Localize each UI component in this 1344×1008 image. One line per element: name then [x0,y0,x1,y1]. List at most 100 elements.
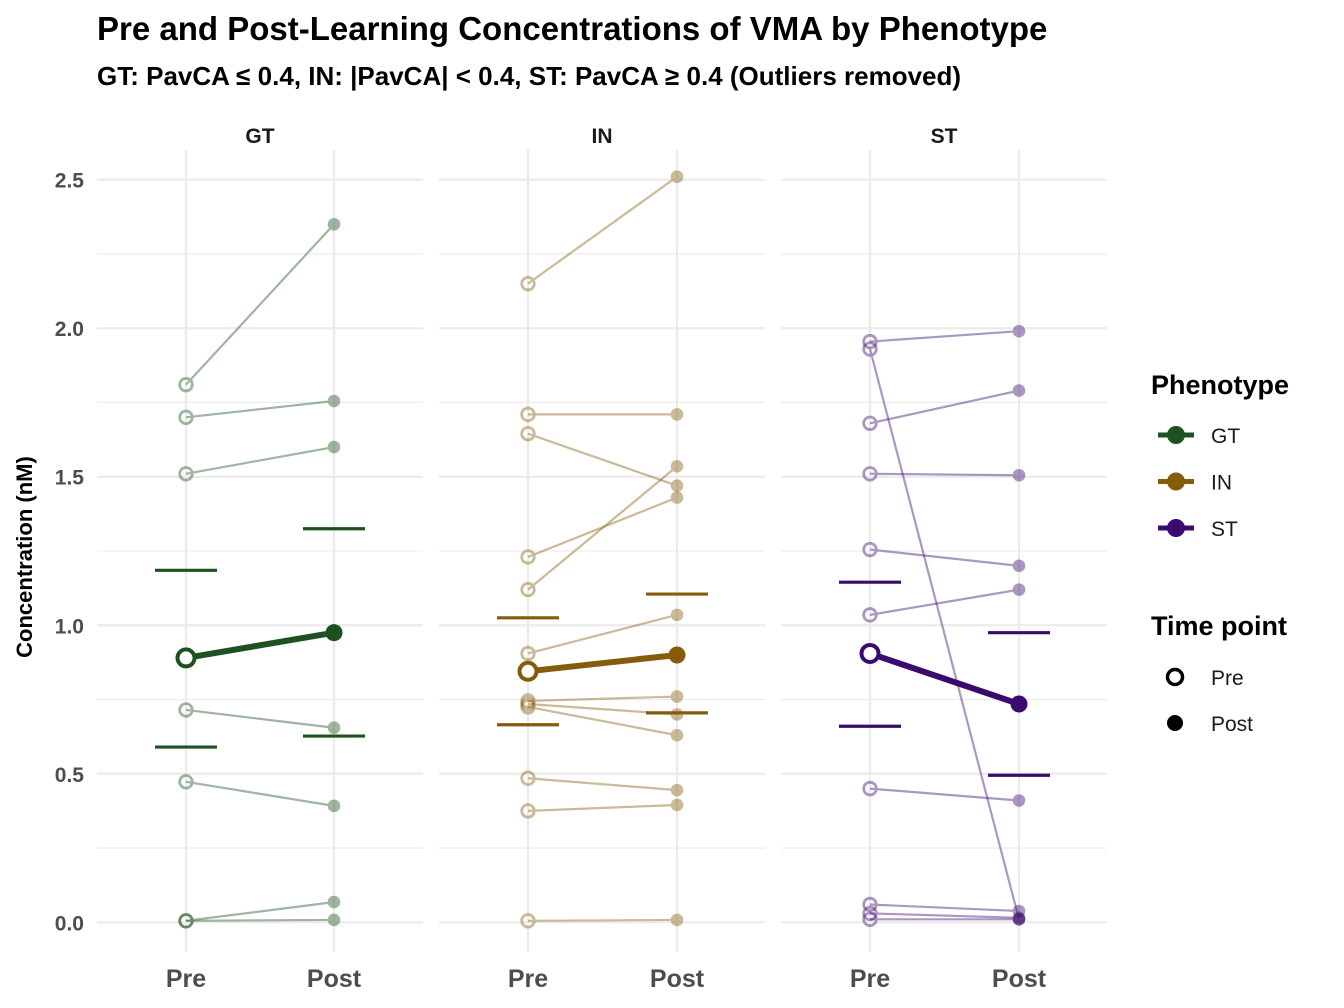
y-tick-label: 0.0 [55,912,84,935]
pre-point [520,406,536,423]
pre-point [862,607,878,623]
subject-line [185,780,335,807]
subject-line [527,695,678,703]
subject-line [527,613,678,655]
subject-series [520,425,684,492]
pre-point [862,333,878,350]
post-point [1012,384,1026,397]
x-tick-label: Pre [508,965,548,993]
grid-layer [97,150,1107,952]
subject-line [527,432,678,487]
legend-label: ST [1211,518,1238,541]
pre-point [520,770,536,786]
pre-point [862,541,878,558]
subject-series [862,911,1026,928]
facet-panel-in [497,170,708,929]
legend-title-phenotype: Phenotype [1151,370,1289,400]
subject-series [520,491,684,565]
mean-line [185,629,335,661]
pre-point [178,774,194,790]
pre-point [520,581,536,598]
post-point [1012,911,1026,925]
y-tick-label: 1.5 [55,467,85,490]
x-tick-label: Pre [166,965,206,993]
subject-line [869,389,1020,425]
subject-series [520,406,684,423]
subject-line [869,548,1020,567]
post-point [670,913,684,927]
subject-series [178,913,341,929]
subject-series [520,699,684,742]
legend-key-point [1167,426,1185,444]
subject-line [185,445,335,475]
legend-item-post: Post [1167,713,1253,736]
subject-series [520,460,684,598]
pre-point [520,425,536,442]
pre-point [178,702,194,718]
subject-series [862,780,1026,807]
post-point [1012,913,1026,926]
subject-line [527,496,678,558]
subject-series [178,774,341,813]
chart-subtitle: GT: PavCA ≤ 0.4, IN: |PavCA| < 0.4, ST: … [97,61,962,91]
subject-line [185,708,335,729]
post-point [327,913,341,927]
mean-post-point [668,646,686,664]
post-point [327,799,341,813]
y-tick-label: 2.0 [55,318,84,341]
subject-line [527,803,678,813]
mean-line [527,651,678,675]
legend-label: IN [1211,472,1232,495]
pre-point [178,466,194,482]
subject-line [185,918,335,922]
post-point [1012,904,1026,918]
legend-key-open-circle [1165,667,1185,687]
post-point [670,728,684,742]
subject-line [527,777,678,792]
post-point [670,408,684,421]
legend-label: Pre [1211,667,1244,690]
pre-point [520,913,536,929]
mean-post-point [325,624,343,642]
subject-line [185,901,335,922]
y-tick-label: 0.5 [55,764,85,787]
pre-point [862,905,878,922]
subject-series [520,913,684,929]
axis-layer: GT Pre Post IN Pre Post ST Pre Post 0.0 0.5 1.0 1.5 2… [12,125,1047,993]
pre-point [520,549,536,565]
x-tick-label: Post [307,965,362,993]
pre-point [520,645,536,662]
pre-point [520,699,536,715]
mean-pre-point [175,647,197,669]
y-tick-label: 1.0 [55,615,84,638]
subject-line [869,787,1020,802]
pre-point [178,376,194,393]
pre-point [862,780,878,797]
subject-line [527,465,678,591]
post-point [1012,583,1026,596]
post-point [327,440,341,454]
legend-label: Post [1211,713,1253,736]
subject-series [862,466,1026,482]
subject-series [520,770,684,797]
legend-item-in: IN [1158,472,1232,495]
subject-line [185,223,335,386]
subject-series [178,440,341,482]
mean-line [869,650,1020,707]
legend-item-st: ST [1158,518,1238,541]
pre-point [862,341,878,357]
post-point [327,895,341,909]
subject-series [862,341,1026,926]
post-point [327,394,341,408]
pre-point [862,911,878,928]
pre-point [520,696,536,712]
facet-title-in: IN [592,125,613,148]
pre-point [178,913,194,929]
post-point [1012,468,1026,482]
subject-series [520,798,684,819]
pre-point [520,803,536,819]
facet-layer [155,170,1050,929]
post-point [670,460,684,473]
subject-series [178,702,341,735]
subject-line [869,903,1020,913]
